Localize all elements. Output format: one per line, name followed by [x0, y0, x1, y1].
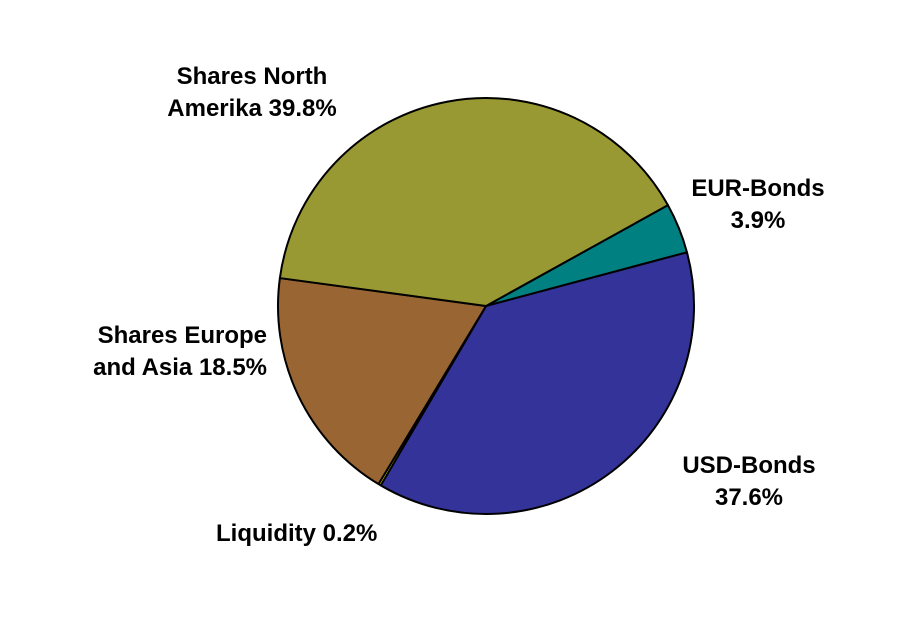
slice-label-line: USD-Bonds — [682, 452, 815, 479]
pie-slice-4 — [278, 97, 669, 307]
slice-labels: EUR-Bonds 3.9% USD-Bonds 37.6% Liquidity 0.2… — [93, 63, 825, 547]
slice-label-line: Liquidity 0.2% — [216, 520, 377, 547]
slice-label-line: Shares North — [177, 63, 328, 90]
slice-label-4: Shares North Amerika 39.8% — [167, 63, 336, 122]
slice-label-0: EUR-Bonds 3.9% — [691, 175, 824, 234]
slice-label-line: 3.9% — [731, 207, 786, 234]
slice-label-3: Shares Europe and Asia 18.5% — [93, 322, 267, 381]
slice-label-line: Shares Europe — [98, 322, 267, 349]
pie-slice-3 — [277, 277, 487, 486]
pie-slice-1 — [379, 251, 695, 515]
slice-label-line: 37.6% — [715, 484, 783, 511]
pie-slices — [277, 97, 695, 515]
slice-label-1: USD-Bonds 37.6% — [682, 452, 815, 511]
slice-label-line: EUR-Bonds — [691, 175, 824, 202]
slice-label-2: Liquidity 0.2% — [216, 520, 377, 547]
slice-label-line: and Asia 18.5% — [93, 354, 267, 381]
slice-label-line: Amerika 39.8% — [167, 95, 336, 122]
